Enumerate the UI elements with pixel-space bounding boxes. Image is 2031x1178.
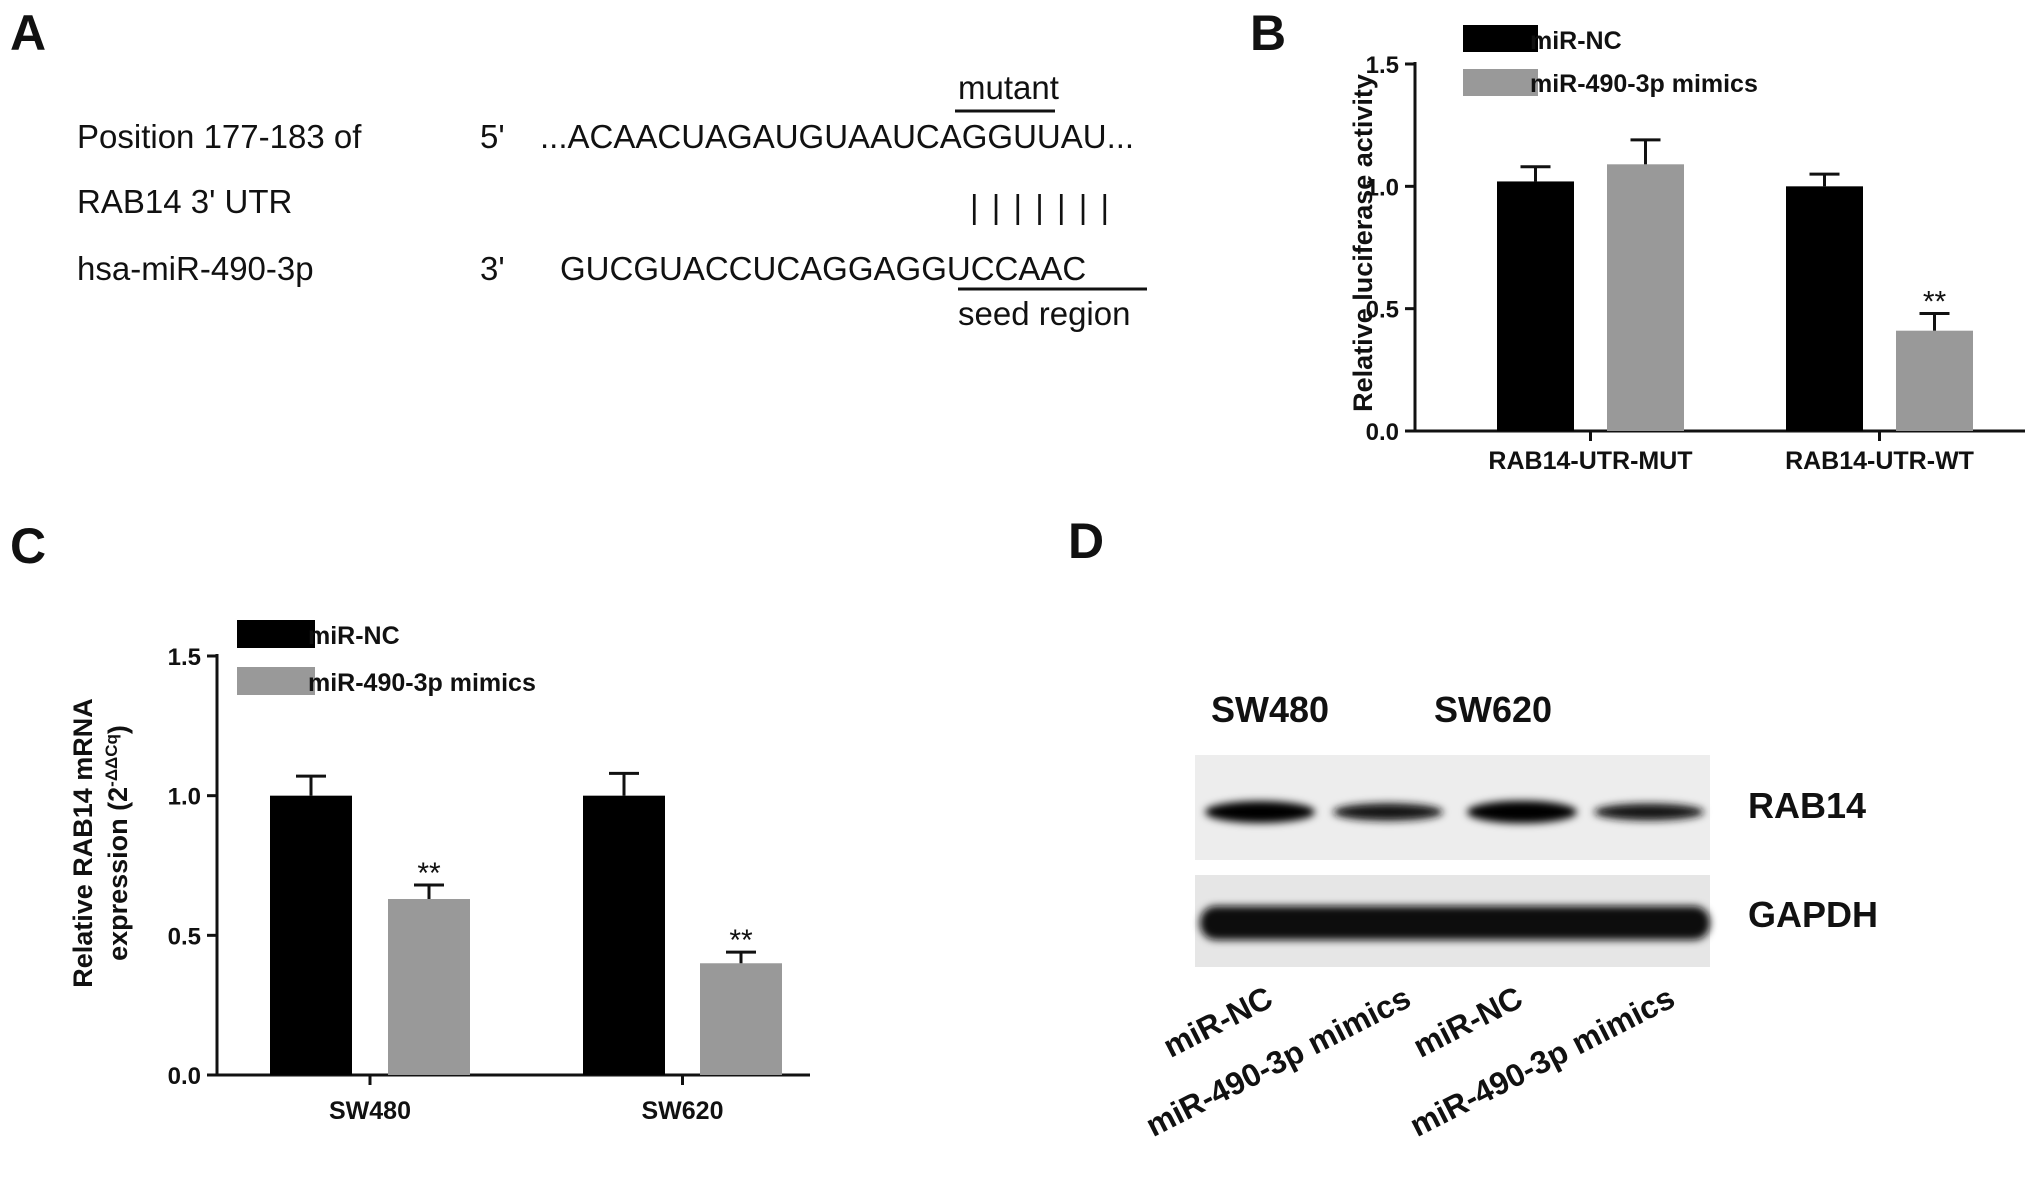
mutant-label: mutant (958, 69, 1059, 106)
panel-c-y-axis-label-line2: expression (2-ΔΔCq) (102, 725, 133, 961)
panel-c-bar (388, 899, 470, 1075)
panel-c: C Relative RAB14 mRNA expression (2-ΔΔCq… (10, 518, 810, 1125)
three-prime-end: 3' (480, 250, 505, 287)
panel-c-bar (700, 963, 782, 1075)
legend-swatch-mir-490 (1463, 69, 1538, 96)
panel-a-letter: A (10, 5, 46, 61)
panel-d: D SW480 SW620 RAB14 GAPDH miR-NCmiR-490-… (1068, 513, 1878, 1144)
y-label-superscript: -ΔΔCq (102, 734, 121, 787)
y-label-close: ) (103, 725, 133, 734)
panel-b-y-tick-label: 1.5 (1366, 52, 1399, 79)
blot-band-gapdh (1200, 906, 1710, 940)
panel-c-y-tick-label: 0.5 (168, 923, 201, 950)
panel-c-category-label: SW480 (329, 1097, 411, 1125)
panel-b-bar (1786, 186, 1863, 431)
cell-line-label-sw620: SW620 (1434, 689, 1552, 730)
panel-b-letter: B (1250, 5, 1286, 61)
panel-b-significance-marker: ** (1923, 286, 1947, 319)
panel-b-y-tick-label: 0.5 (1366, 297, 1399, 324)
legend-label-mir-490: miR-490-3p mimics (1530, 70, 1758, 98)
y-label-base: expression (2 (103, 787, 133, 961)
panel-c-y-tick-label: 1.5 (168, 644, 201, 671)
mirna-sequence: GUCGUACCUCAGGAGGUCCAAC (560, 250, 1086, 287)
panel-b-y-tick-label: 1.0 (1366, 174, 1399, 201)
panel-c-y-tick-label: 1.0 (168, 784, 201, 811)
panel-c-category-label: SW620 (642, 1097, 724, 1125)
panel-c-bar (583, 795, 665, 1075)
blot-bands (1200, 800, 1710, 940)
panel-b-category-label: RAB14-UTR-WT (1785, 447, 1974, 475)
panel-b-plot: 0.0 0.5 1.0 1.5 RAB14-UTR-MUT RAB14-UTR-WT ** (1366, 52, 2025, 475)
panel-c-legend-swatch (237, 667, 315, 695)
panel-b-bar (1896, 330, 1973, 431)
panel-c-y-tick-label: 0.0 (168, 1063, 201, 1090)
panel-d-letter: D (1068, 513, 1104, 569)
lane-label: miR-NC (1407, 979, 1528, 1064)
panel-b-y-axis-label: Relative luciferase activity (1348, 74, 1378, 412)
blot-band-rab14 (1467, 800, 1577, 824)
seed-region-label: seed region (958, 295, 1130, 332)
panel-c-significance-marker: ** (417, 857, 441, 890)
five-prime-end: 5' (480, 118, 505, 155)
utr-sequence: ...ACAACUAGAUGUAAUCAGGUUAU... (540, 118, 1134, 155)
panel-c-legend-label: miR-490-3p mimics (308, 669, 536, 697)
panel-b-legend: miR-NC miR-490-3p mimics (1463, 25, 1758, 98)
panel-c-legend-label: miR-NC (308, 622, 400, 650)
protein-label-gapdh: GAPDH (1748, 894, 1878, 935)
utr-position-label: Position 177-183 of (77, 118, 362, 155)
panel-b-bar (1497, 181, 1574, 431)
blot-band-rab14 (1333, 803, 1443, 821)
panel-c-y-axis-label-line1: Relative RAB14 mRNA (68, 698, 98, 988)
lane-label: miR-490-3p mimics (1140, 979, 1416, 1143)
panel-a: A Position 177-183 of RAB14 3' UTR hsa-m… (10, 5, 1147, 332)
panel-c-legend-swatch (237, 620, 315, 648)
panel-c-letter: C (10, 518, 46, 574)
mirna-name-label: hsa-miR-490-3p (77, 250, 314, 287)
panel-b-bar (1607, 164, 1684, 431)
blot-band-rab14 (1205, 801, 1315, 823)
panel-c-plot: 0.0 0.5 1.0 1.5 SW480 SW620 ** ** miR-NC miR-490-… (168, 620, 810, 1125)
panel-b-y-tick-label: 0.0 (1366, 419, 1399, 446)
blot-band-rab14 (1594, 803, 1704, 821)
protein-label-rab14: RAB14 (1748, 785, 1866, 826)
panel-b-category-label: RAB14-UTR-MUT (1488, 447, 1692, 475)
panel-c-significance-marker: ** (729, 924, 753, 957)
lane-label: miR-490-3p mimics (1404, 979, 1680, 1143)
legend-label-mir-nc: miR-NC (1530, 27, 1622, 55)
panel-c-bar (270, 795, 352, 1075)
legend-swatch-mir-nc (1463, 25, 1538, 52)
base-pairing-lines: | | | | | | | (970, 188, 1111, 225)
panel-b: B Relative luciferase activity miR-NC mi… (1250, 5, 2025, 475)
cell-line-label-sw480: SW480 (1211, 689, 1329, 730)
utr-name-label: RAB14 3' UTR (77, 183, 292, 220)
